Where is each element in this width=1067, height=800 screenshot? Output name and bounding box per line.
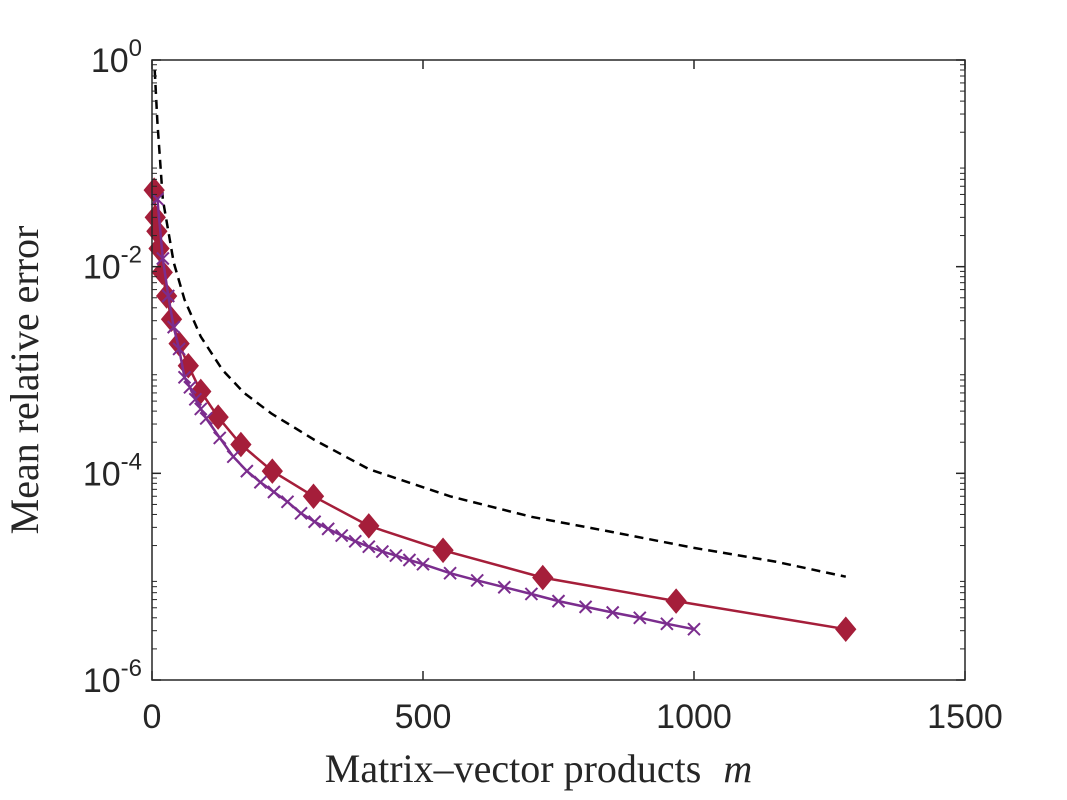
diamond-series-point [532, 564, 554, 591]
y-tick-label-base: 10 [91, 42, 129, 80]
cross-series-point [177, 370, 192, 385]
y-tick-label-base: 10 [83, 249, 121, 287]
y-tick-label-base: 10 [83, 455, 121, 493]
cross-series-point [166, 320, 181, 334]
y-tick-label: 100 [91, 35, 142, 80]
cross-series-point [334, 528, 349, 543]
cross-series-line [156, 199, 695, 631]
x-axis-title-text: Matrix–vector products [325, 746, 702, 791]
cross-series-point [416, 557, 430, 571]
cross-series-point [362, 539, 376, 554]
cross-series-point [156, 251, 170, 266]
cross-series-point [150, 192, 165, 206]
diamond-series-point [358, 513, 380, 539]
x-tick-label: 1000 [656, 698, 732, 736]
diamond-series-point [230, 431, 252, 458]
dashed-reference-line [153, 69, 847, 578]
x-tick-label: 1500 [927, 698, 1003, 736]
y-tick-label-exponent: -6 [121, 655, 142, 682]
x-axis-title-variable: m [723, 746, 752, 791]
cross-series-point [443, 566, 457, 580]
cross-series-point [240, 464, 254, 478]
y-tick-label-exponent: 0 [129, 35, 142, 62]
y-tick-label: 10-2 [83, 242, 142, 287]
cross-series-point [389, 548, 403, 563]
cross-series-point [578, 600, 593, 614]
cross-series-point [605, 605, 620, 620]
cross-series-point [199, 411, 213, 426]
plot-frame [151, 59, 966, 681]
cross-series-point [660, 617, 674, 631]
cross-series-point [172, 342, 186, 356]
y-axis-title: Mean relative error [2, 226, 47, 535]
cross-series-point [375, 544, 390, 559]
diamond-series-point [168, 330, 190, 357]
diamond-series-point [302, 483, 325, 510]
y-tick-label-exponent: -4 [121, 448, 142, 475]
cross-series-point [183, 380, 197, 395]
cross-series-point [307, 515, 322, 529]
x-axis-title: Matrix–vector products m [325, 746, 752, 791]
y-tick-label-exponent: -2 [121, 242, 142, 269]
cross-series-point [687, 622, 701, 636]
cross-series-point [226, 449, 241, 464]
x-tick-label: 500 [395, 698, 452, 736]
cross-series-point [551, 594, 566, 608]
diamond-series-point [432, 537, 454, 564]
cross-series-point [321, 522, 335, 536]
cross-series-point [633, 611, 647, 625]
diamond-series-point [835, 616, 857, 643]
cross-series-point [402, 553, 417, 567]
cross-series-point [213, 431, 227, 445]
x-axis-ticks: 0 500 1000 1500 [143, 60, 1003, 736]
cross-series-point [348, 534, 362, 548]
diamond-series-point [665, 588, 687, 614]
y-tick-label: 10-6 [83, 655, 142, 700]
cross-series-point [188, 392, 203, 407]
diamond-series-point [261, 458, 283, 484]
cross-series-point [524, 587, 539, 601]
cross-series-point [267, 485, 281, 499]
cross-series-point [497, 580, 512, 594]
cross-series-point [194, 402, 208, 416]
y-tick-label-base: 10 [83, 662, 121, 700]
plot-marks [143, 69, 857, 643]
cross-series-point [280, 495, 295, 509]
cross-series-point [470, 573, 484, 588]
cross-series-point [294, 506, 308, 521]
x-tick-label: 0 [143, 698, 162, 736]
cross-series-point [161, 289, 175, 303]
diamond-series-line [152, 190, 847, 631]
y-tick-label: 10-4 [83, 448, 142, 493]
cross-series-point [253, 475, 268, 489]
